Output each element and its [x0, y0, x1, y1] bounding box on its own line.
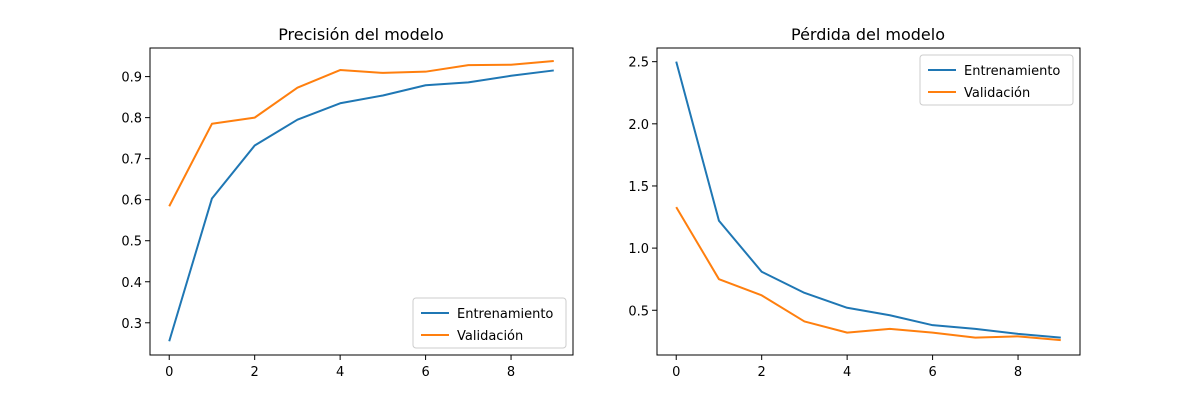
accuracy-series-training-line [168, 69, 554, 342]
accuracy-chart: Precisión del modelo 0 2 4 6 8 0.3 0.4 0.5 0.6 0.… [121, 25, 574, 380]
loss-chart: Pérdida del modelo 0 2 4 6 8 0.5 1.0 1.5 2.0 2.5 E… [628, 25, 1081, 380]
accuracy-y-tick-label: 0.3 [121, 317, 142, 332]
loss-series-training-line [675, 61, 1061, 339]
loss-x-tick-label: 8 [1014, 365, 1022, 380]
accuracy-legend-label: Validación [457, 329, 523, 344]
accuracy-axes-frame [149, 47, 574, 356]
accuracy-series-validation-line [168, 60, 554, 207]
loss-legend [919, 54, 1074, 106]
accuracy-x-tick-label: 2 [251, 365, 259, 380]
accuracy-y-tick-label: 0.6 [121, 194, 142, 209]
accuracy-legend-label: Entrenamiento [457, 307, 553, 322]
loss-y-tick-label: 2.5 [628, 56, 649, 71]
accuracy-y-tick-label: 0.8 [121, 112, 142, 127]
accuracy-y-tick-label: 0.4 [121, 276, 142, 291]
loss-legend-label: Entrenamiento [964, 64, 1060, 79]
accuracy-y-tick-label: 0.5 [121, 235, 142, 250]
accuracy-legend [412, 297, 567, 349]
accuracy-x-tick-label: 0 [165, 365, 173, 380]
accuracy-x-tick-label: 6 [421, 365, 429, 380]
loss-axes-frame [656, 47, 1081, 356]
accuracy-y-tick-label: 0.9 [121, 71, 142, 86]
accuracy-chart-title: Precisión del modelo [278, 25, 444, 44]
loss-x-tick-label: 6 [928, 365, 936, 380]
loss-y-tick-label: 0.5 [628, 304, 649, 319]
loss-chart-title: Pérdida del modelo [791, 25, 945, 44]
accuracy-x-tick-label: 8 [507, 365, 515, 380]
loss-x-tick-label: 0 [672, 365, 680, 380]
accuracy-x-tick-label: 4 [336, 365, 344, 380]
loss-legend-label: Validación [964, 86, 1030, 101]
loss-series-validation-line [675, 206, 1061, 342]
loss-y-tick-label: 1.0 [628, 242, 649, 257]
loss-x-tick-label: 2 [758, 365, 766, 380]
loss-y-tick-label: 1.5 [628, 180, 649, 195]
loss-x-tick-label: 4 [843, 365, 851, 380]
loss-y-tick-label: 2.0 [628, 118, 649, 133]
accuracy-y-tick-label: 0.7 [121, 153, 142, 168]
